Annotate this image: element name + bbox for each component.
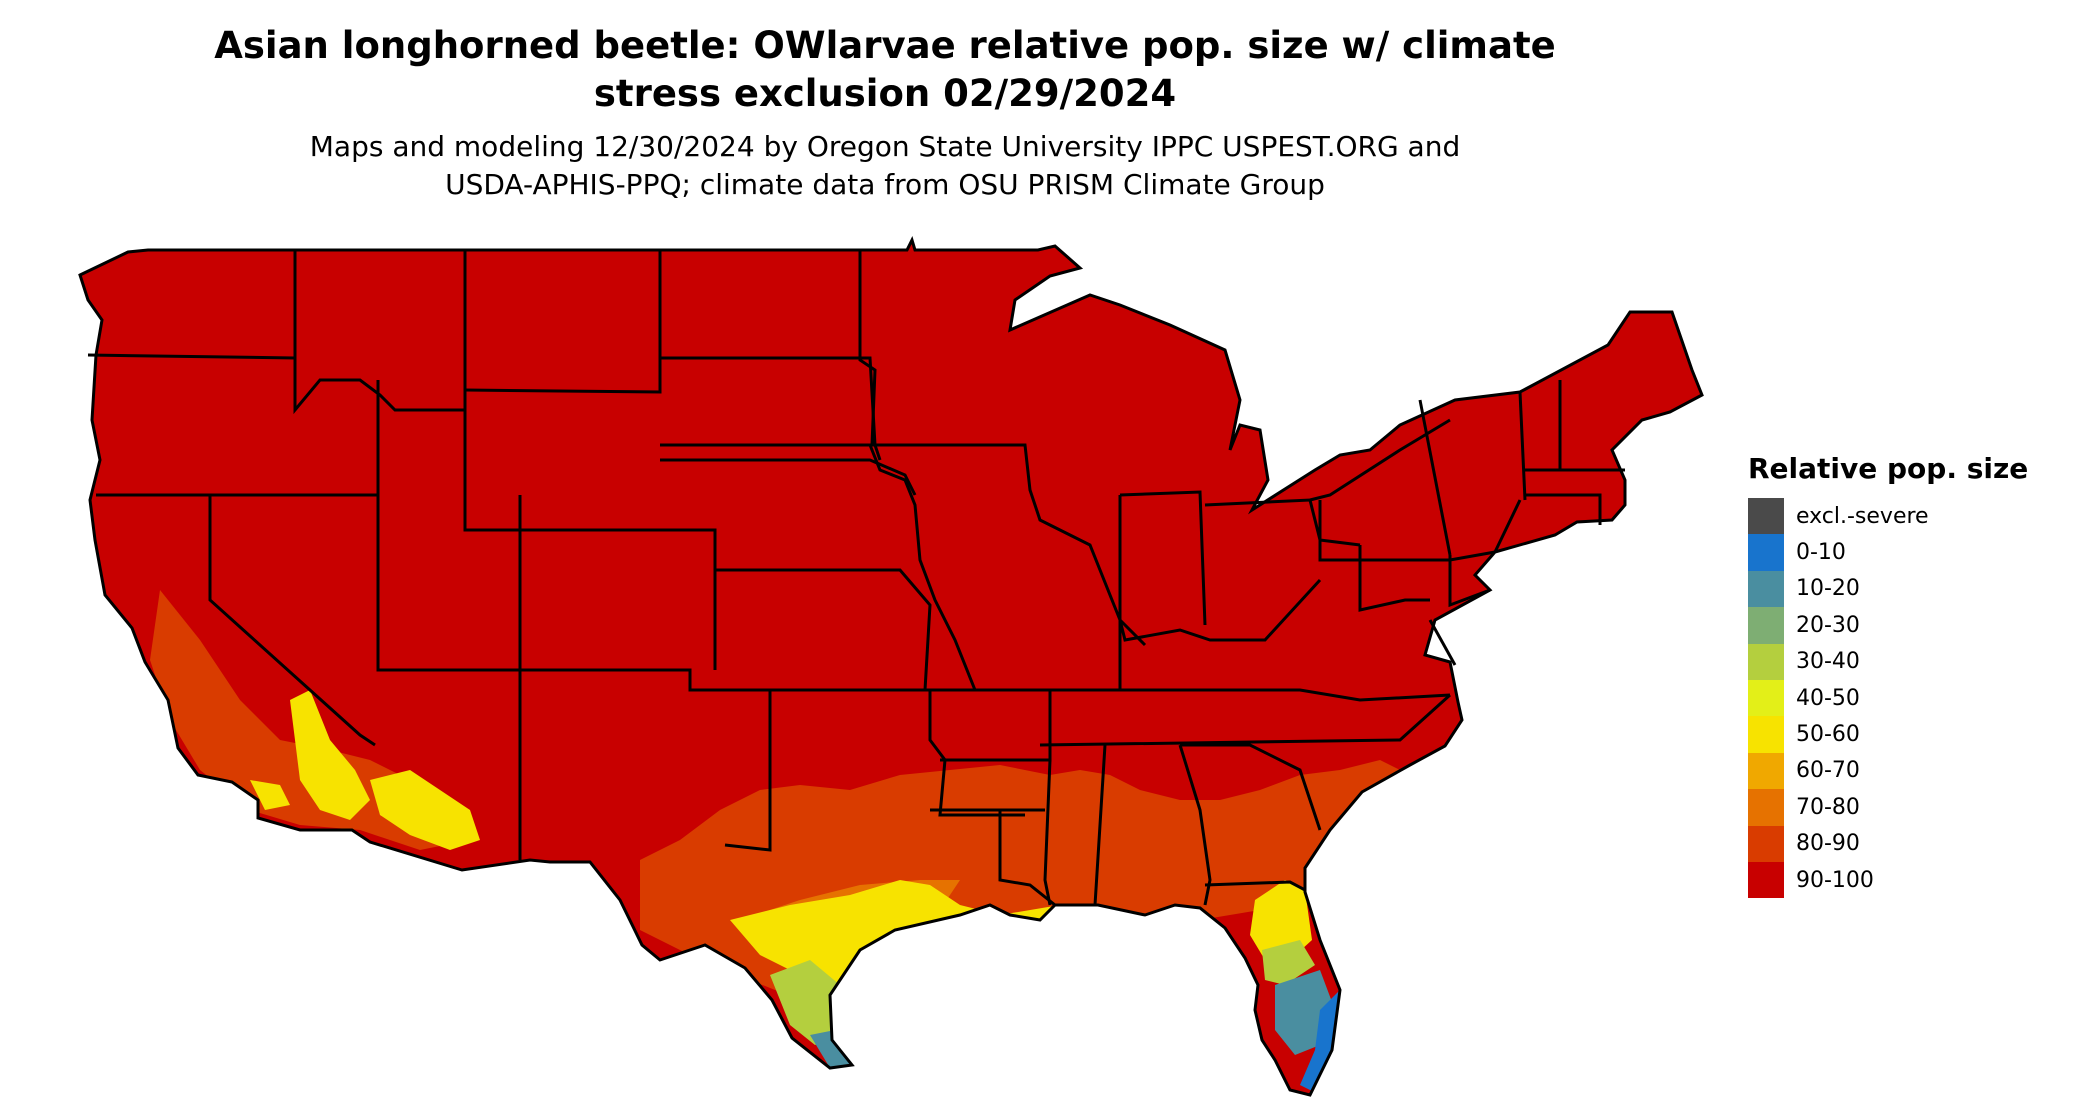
legend-label: 10-20 <box>1796 576 1860 602</box>
legend-label: 60-70 <box>1796 758 1860 784</box>
us-map <box>78 235 1704 1097</box>
legend-swatch <box>1748 752 1784 790</box>
legend-label: 80-90 <box>1796 831 1860 857</box>
map-title-line-2: stress exclusion 02/29/2024 <box>593 72 1177 115</box>
legend-item: 40-50 <box>1748 679 2028 717</box>
legend-label: 70-80 <box>1796 794 1860 820</box>
legend-item: 80-90 <box>1748 825 2028 862</box>
legend-swatch <box>1748 861 1784 899</box>
legend-item: 60-70 <box>1748 752 2028 790</box>
legend-item: 0-10 <box>1748 534 2028 571</box>
map-subtitle-line-1: Maps and modeling 12/30/2024 by Oregon S… <box>309 130 1461 163</box>
legend-item: 90-100 <box>1748 861 2028 899</box>
legend-swatch <box>1748 498 1784 535</box>
legend-item: 10-20 <box>1748 570 2028 608</box>
legend-label: excl.-severe <box>1796 503 1929 529</box>
legend-swatch <box>1748 643 1784 680</box>
legend: Relative pop. size excl.-severe 0-10 10-20… <box>1748 452 2029 899</box>
map-subtitle-line-2: USDA-APHIS-PPQ; climate data from OSU PR… <box>445 168 1325 201</box>
legend-item: 50-60 <box>1748 716 2028 753</box>
legend-swatch <box>1748 607 1784 644</box>
legend-swatch <box>1748 716 1784 753</box>
legend-items: excl.-severe 0-10 10-20 20-30 30-40 40-50 50-6… <box>1748 498 2028 899</box>
legend-label: 90-100 <box>1796 867 1874 893</box>
map-title: Asian longhorned beetle: OWlarvae relati… <box>120 22 1650 118</box>
legend-swatch <box>1748 534 1784 571</box>
legend-label: 50-60 <box>1796 722 1860 748</box>
map-subtitle: Maps and modeling 12/30/2024 by Oregon S… <box>120 128 1650 204</box>
legend-item: excl.-severe <box>1748 498 2028 535</box>
legend-label: 40-50 <box>1796 685 1860 711</box>
legend-swatch <box>1748 570 1784 608</box>
legend-swatch <box>1748 679 1784 717</box>
legend-label: 30-40 <box>1796 649 1860 675</box>
legend-swatch <box>1748 825 1784 862</box>
legend-item: 20-30 <box>1748 607 2028 644</box>
legend-item: 70-80 <box>1748 789 2028 826</box>
legend-swatch <box>1748 789 1784 826</box>
map-title-line-1: Asian longhorned beetle: OWlarvae relati… <box>214 24 1556 67</box>
legend-label: 20-30 <box>1796 612 1860 638</box>
legend-label: 0-10 <box>1796 540 1846 566</box>
legend-title: Relative pop. size <box>1748 452 2029 485</box>
legend-item: 30-40 <box>1748 643 2028 680</box>
